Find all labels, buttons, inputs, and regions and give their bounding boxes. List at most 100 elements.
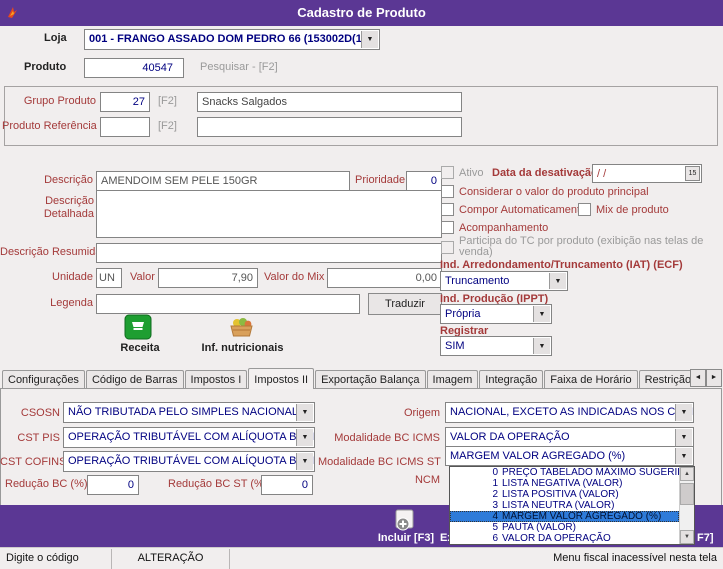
unidade-label: Unidade <box>52 271 93 283</box>
modalidade-bc-icms-label: Modalidade BC ICMS <box>334 432 440 444</box>
ippt-combobox[interactable]: Própria ▼ <box>440 304 552 324</box>
loja-value: 001 - FRANGO ASSADO DOM PEDRO 66 (153002… <box>89 33 375 45</box>
dropdown-item[interactable]: 5 PAUTA (VALOR) <box>492 522 576 533</box>
csosn-label: CSOSN <box>20 407 60 419</box>
loja-combobox[interactable]: 001 - FRANGO ASSADO DOM PEDRO 66 (153002… <box>84 29 380 50</box>
inf-nutricionais-button-label[interactable]: Inf. nutricionais <box>201 342 284 354</box>
origem-combobox[interactable]: NACIONAL, EXCETO AS INDICADAS NOS CODIGO… <box>445 402 694 423</box>
f7-button-fragment[interactable]: F7] <box>697 532 714 544</box>
incluir-button[interactable]: Incluir [F3] <box>377 532 435 544</box>
chevron-down-icon[interactable]: ▼ <box>675 429 692 446</box>
loja-label: Loja <box>44 32 67 44</box>
ativo-checkbox[interactable] <box>441 166 454 179</box>
calendar-icon[interactable]: 15 <box>685 166 700 181</box>
compor-automaticamente-checkbox[interactable] <box>441 203 454 216</box>
status-bar: Digite o código ALTERAÇÃO Menu fiscal in… <box>0 547 723 569</box>
descricao-resumida-label: Descrição Resumida <box>0 246 102 258</box>
app-logo-icon <box>8 7 17 18</box>
valor-do-mix-input[interactable]: 0,00 <box>327 268 442 288</box>
csosn-combobox[interactable]: NÃO TRIBUTADA PELO SIMPLES NACIONAL ▼ <box>63 402 315 423</box>
considerar-valor-checkbox[interactable] <box>441 185 454 198</box>
acompanhamento-checkbox[interactable] <box>441 221 454 234</box>
grupo-produto-f2-hint: [F2] <box>158 95 177 107</box>
grupo-produto-code-input[interactable]: 27 <box>100 92 150 112</box>
descricao-detalhada-textarea[interactable] <box>96 190 442 238</box>
unidade-input[interactable]: UN <box>96 268 122 288</box>
tab-integrac-a-o[interactable]: Integração <box>479 370 544 389</box>
tab-scroll-right-button[interactable]: ► <box>706 369 722 387</box>
tab-co-digo-de-barras[interactable]: Código de Barras <box>85 370 184 389</box>
modalidade-bc-icms-st-combobox[interactable]: MARGEM VALOR AGREGADO (%) ▼ <box>445 446 694 466</box>
tab-configurac-o-es[interactable]: Configurações <box>2 370 85 389</box>
chevron-down-icon[interactable]: ▼ <box>549 273 566 289</box>
tab-restric-a-o-dia-da-semana[interactable]: Restrição dia da semana <box>638 370 690 389</box>
legenda-label: Legenda <box>50 297 93 309</box>
scroll-down-icon[interactable]: ▼ <box>680 530 694 544</box>
chevron-down-icon[interactable]: ▼ <box>675 448 692 464</box>
grupo-produto-groupbox <box>4 86 718 146</box>
chevron-down-icon[interactable]: ▼ <box>296 429 313 446</box>
traduzir-button[interactable]: Traduzir <box>368 293 442 315</box>
cst-cofins-combobox[interactable]: OPERAÇÃO TRIBUTÁVEL COM ALÍQUOTA BÁSICA … <box>63 451 315 472</box>
descricao-input[interactable]: AMENDOIM SEM PELE 150GR <box>96 171 350 191</box>
dropdown-item[interactable]: 6 VALOR DA OPERAÇÃO <box>492 533 611 544</box>
dropdown-scrollbar[interactable]: ▲ ▼ <box>679 467 694 544</box>
inf-nutricionais-icon[interactable] <box>228 317 255 338</box>
registrar-label: Registrar <box>440 325 489 337</box>
cst-pis-label: CST PIS <box>17 432 60 444</box>
tab-faixa-de-hora-rio[interactable]: Faixa de Horário <box>544 370 638 389</box>
incluir-icon[interactable] <box>393 509 417 532</box>
produto-input[interactable]: 40547 <box>84 58 184 78</box>
data-desativacao-input[interactable]: / / 15 <box>592 164 702 183</box>
produto-referencia-label: Produto Referência <box>2 120 97 132</box>
tab-impostos-ii[interactable]: Impostos II <box>248 368 315 389</box>
produto-referencia-f2-hint: [F2] <box>158 120 177 132</box>
dropdown-item[interactable]: 0 PREÇO TABELADO MÁXIMO SUGERIDO <box>492 467 679 478</box>
ippt-label: Ind. Produção (IPPT) <box>440 293 549 305</box>
reducao-bc-st-input[interactable]: 0 <box>261 475 313 495</box>
reducao-bc-input[interactable]: 0 <box>87 475 139 495</box>
iat-combobox[interactable]: Truncamento ▼ <box>440 271 568 291</box>
grupo-produto-name-input[interactable]: Snacks Salgados <box>197 92 462 112</box>
cst-cofins-label: CST COFINS <box>0 456 67 468</box>
participa-tc-label: Participa do TC por produto (exibição na… <box>459 235 704 258</box>
reducao-bc-st-label: Redução BC ST (%) <box>168 478 268 490</box>
dropdown-item[interactable]: 1 LISTA NEGATIVA (VALOR) <box>492 478 623 489</box>
status-message: Menu fiscal inacessível nesta tela <box>553 552 717 564</box>
mix-de-produto-checkbox[interactable] <box>578 203 591 216</box>
valor-input[interactable]: 7,90 <box>158 268 258 288</box>
acompanhamento-label: Acompanhamento <box>459 222 549 234</box>
tab-exportac-a-o-balanc-a[interactable]: Exportação Balança <box>315 370 426 389</box>
chevron-down-icon[interactable]: ▼ <box>296 404 313 421</box>
receita-button-label[interactable]: Receita <box>120 342 160 354</box>
modalidade-bc-icms-st-dropdown: 0 PREÇO TABELADO MÁXIMO SUGERIDO 1 LISTA NE… <box>449 466 695 545</box>
dropdown-item[interactable]: 4 MARGEM VALOR AGREGADO (%) <box>450 511 679 522</box>
valor-label: Valor <box>130 271 155 283</box>
title-bar: Cadastro de Produto <box>0 0 723 26</box>
chevron-down-icon[interactable]: ▼ <box>296 453 313 470</box>
receita-icon[interactable] <box>124 314 152 340</box>
modalidade-bc-icms-st-label: Modalidade BC ICMS ST <box>318 456 441 468</box>
descricao-resumida-input[interactable] <box>96 243 442 263</box>
produto-referencia-name-input[interactable] <box>197 117 462 137</box>
legenda-input[interactable] <box>96 294 360 314</box>
chevron-down-icon[interactable]: ▼ <box>675 404 692 421</box>
prioridade-input[interactable]: 0 <box>406 171 442 191</box>
modalidade-bc-icms-combobox[interactable]: VALOR DA OPERAÇÃO ▼ <box>445 427 694 448</box>
registrar-combobox[interactable]: SIM ▼ <box>440 336 552 356</box>
scrollbar-thumb[interactable] <box>680 483 694 505</box>
chevron-down-icon[interactable]: ▼ <box>533 338 550 354</box>
chevron-down-icon[interactable]: ▼ <box>361 31 378 48</box>
window-title: Cadastro de Produto <box>297 5 426 20</box>
data-desativacao-label: Data da desativação <box>492 167 598 179</box>
participa-tc-checkbox[interactable] <box>441 241 454 254</box>
produto-referencia-code-input[interactable] <box>100 117 150 137</box>
scroll-up-icon[interactable]: ▲ <box>680 467 694 481</box>
chevron-down-icon[interactable]: ▼ <box>533 306 550 322</box>
tab-scroll-left-button[interactable]: ◄ <box>690 369 706 387</box>
dropdown-item[interactable]: 2 LISTA POSITIVA (VALOR) <box>492 489 619 500</box>
tab-imagem[interactable]: Imagem <box>426 370 479 389</box>
dropdown-item[interactable]: 3 LISTA NEUTRA (VALOR) <box>492 500 615 511</box>
tab-impostos-i[interactable]: Impostos I <box>184 370 248 389</box>
cst-pis-combobox[interactable]: OPERAÇÃO TRIBUTÁVEL COM ALÍQUOTA BÁSICA … <box>63 427 315 448</box>
